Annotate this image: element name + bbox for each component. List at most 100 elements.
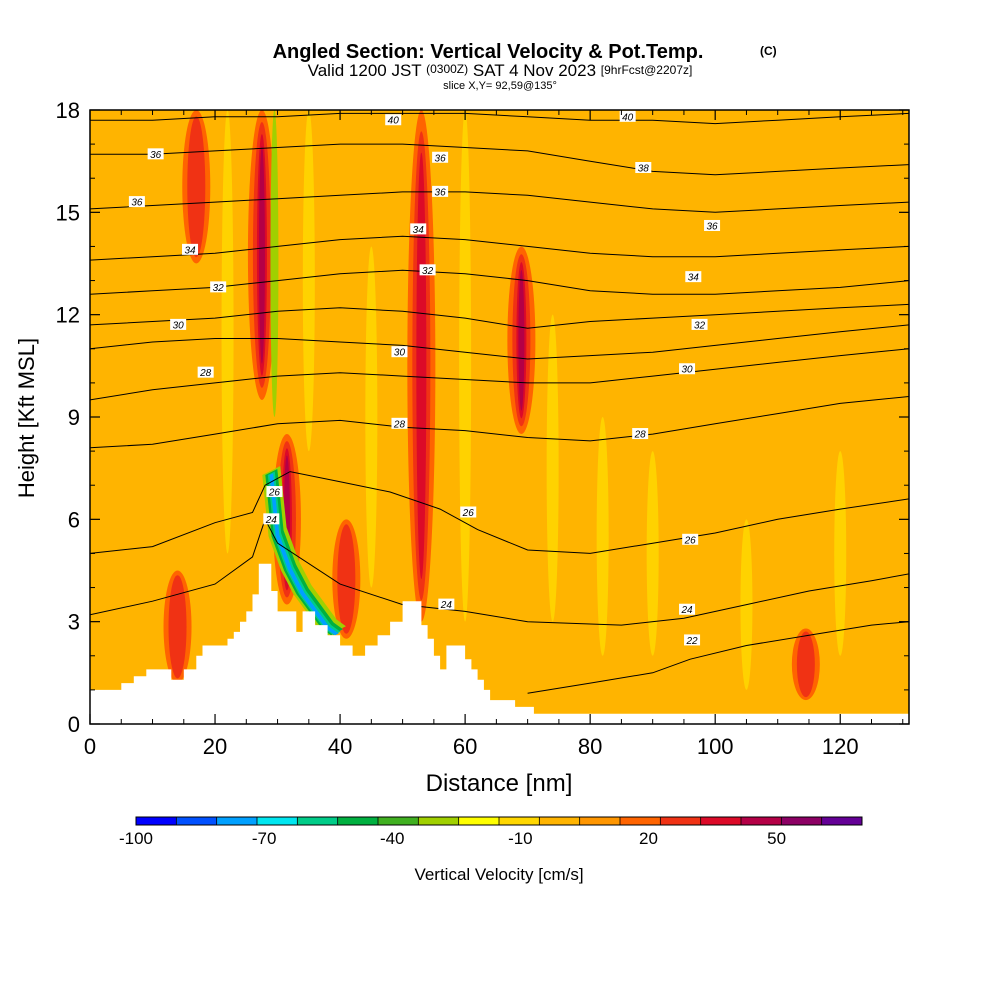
x-tick-label: 60 — [453, 734, 477, 759]
y-tick-label: 15 — [56, 200, 80, 225]
contour-labels: 22 24 26 28 28 30 30 32 34 36 38 40 36 36 36 34 32 34 32 30… — [128, 110, 721, 647]
colorbar-tick-label: -40 — [380, 829, 405, 848]
colorbar-tick-label: 50 — [767, 829, 786, 848]
y-axis-label: Height [Kft MSL] — [14, 338, 39, 498]
contour-label: 40 — [619, 110, 636, 123]
updraft-core — [191, 122, 202, 251]
y-tick-label: 12 — [56, 303, 80, 328]
weak-downdraft-streak — [546, 314, 559, 622]
contour-label-bg — [147, 148, 164, 160]
contour-label-text: 28 — [393, 419, 406, 430]
isotherm-34 — [90, 235, 909, 261]
colorbar-tick-label: -70 — [252, 829, 277, 848]
contour-label: 36 — [147, 148, 164, 161]
contour-label: 26 — [460, 506, 477, 519]
contour-label: 24 — [263, 513, 280, 526]
contour-label: 28 — [632, 428, 649, 441]
x-tick-label: 120 — [822, 734, 859, 759]
contour-label-bg — [685, 271, 702, 283]
contour-label: 24 — [438, 598, 455, 611]
contour-label-text: 32 — [422, 266, 434, 277]
downdraft-streak-aloft — [270, 110, 279, 417]
contour-label-text: 24 — [440, 600, 453, 611]
contour-label-bg — [266, 486, 283, 498]
contour-label-bg — [682, 533, 699, 545]
colorbar-swatch — [458, 817, 500, 825]
contour-label: 26 — [266, 486, 283, 499]
y-tick-label: 0 — [68, 712, 80, 737]
colorbar-swatch — [781, 817, 823, 825]
y-tick-label: 18 — [56, 98, 80, 123]
contour-label-text: 26 — [462, 508, 475, 519]
contour-label-bg — [684, 634, 701, 646]
updraft-column — [182, 110, 211, 264]
colorbar-swatch — [700, 817, 742, 825]
contour-label: 34 — [685, 271, 702, 284]
contour-label: 36 — [704, 219, 721, 232]
isotherm-30 — [90, 324, 909, 360]
isotherm-28 — [90, 396, 909, 449]
chart-title: Angled Section: Vertical Velocity & Pot.… — [273, 41, 704, 63]
chart-title-units: (C) — [760, 44, 777, 58]
isotherm-contours — [90, 112, 909, 694]
isotherm-40 — [90, 112, 909, 125]
contour-label-bg — [619, 110, 636, 122]
contour-label-bg — [263, 513, 280, 525]
contour-label-text: 24 — [265, 515, 278, 526]
contour-label-text: 22 — [685, 636, 698, 647]
subtitle-utc: (0300Z) — [426, 62, 468, 76]
terrain-profile — [90, 563, 909, 724]
y-tick-label: 3 — [68, 610, 80, 635]
x-tick-label: 20 — [203, 734, 227, 759]
updraft-column — [163, 570, 192, 684]
isotherm-24 — [90, 518, 909, 626]
colorbar-tick-label: -10 — [508, 829, 533, 848]
contour-label-bg — [704, 219, 721, 231]
y-tick-label: 6 — [68, 507, 80, 532]
contour-label: 32 — [210, 281, 227, 294]
x-tick-label: 0 — [84, 734, 96, 759]
updraft-column — [507, 246, 536, 435]
isotherm-36 — [90, 191, 909, 213]
contour-label-bg — [391, 346, 408, 358]
contour-label-text: 40 — [622, 112, 634, 123]
updraft-column — [407, 110, 436, 622]
contour-label: 28 — [391, 417, 408, 430]
subtitle-prefix: Valid 1200 JST — [308, 61, 422, 80]
slice-label: slice X,Y= 92,59@135° — [443, 80, 557, 92]
contour-label: 36 — [432, 151, 449, 164]
contour-label: 24 — [679, 603, 696, 616]
x-axis: 0 20 40 60 80 100 120 — [84, 110, 904, 759]
contour-label-bg — [460, 506, 477, 518]
colorbar-swatch — [257, 817, 298, 825]
contour-label: 34 — [182, 243, 199, 256]
colorbar-swatch — [741, 817, 782, 825]
contour-label-bg — [170, 318, 187, 330]
contour-label-bg — [128, 196, 145, 208]
weak-downdraft-streak — [221, 110, 234, 554]
colorbar-swatch — [821, 817, 863, 825]
y-tick-label: 9 — [68, 405, 80, 430]
contour-label-text: 28 — [199, 368, 212, 379]
contour-label: 30 — [170, 318, 187, 331]
contour-label-text: 36 — [150, 150, 162, 161]
contour-label-text: 30 — [394, 348, 406, 359]
x-tick-label: 100 — [697, 734, 734, 759]
contour-label: 36 — [432, 185, 449, 198]
contour-label-text: 32 — [694, 320, 706, 331]
contour-label-text: 36 — [131, 198, 143, 209]
terrain — [90, 563, 909, 724]
colorbar-swatch — [297, 817, 339, 825]
contour-label-bg — [691, 318, 708, 330]
colorbar-tick-label: 20 — [639, 829, 658, 848]
updraft-column — [332, 519, 361, 639]
x-axis-label: Distance [nm] — [426, 770, 573, 797]
updraft-core — [172, 579, 183, 674]
colorbar: -100 -70 -40 -10 20 50 — [119, 816, 863, 848]
contour-label: 26 — [682, 533, 699, 546]
colorbar-swatch — [378, 817, 419, 825]
colorbar-tick-label: -100 — [119, 829, 153, 848]
contour-label: 32 — [419, 264, 436, 277]
